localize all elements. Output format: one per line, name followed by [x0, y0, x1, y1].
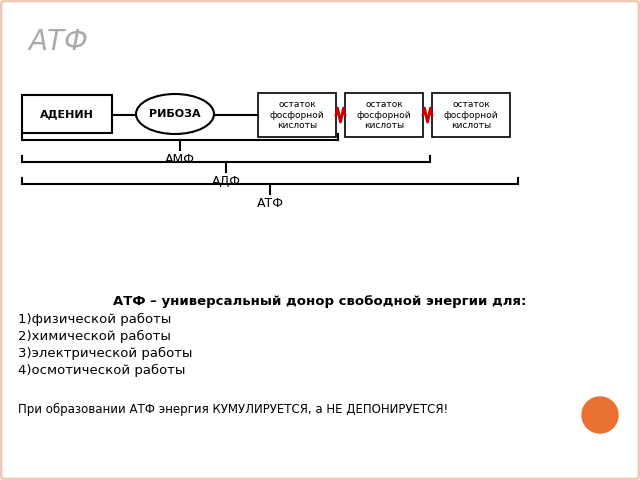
- Text: 3)электрической работы: 3)электрической работы: [18, 347, 193, 360]
- Text: 1)физической работы: 1)физической работы: [18, 313, 172, 326]
- Circle shape: [582, 397, 618, 433]
- Text: При образовании АТФ энергия КУМУЛИРУЕТСЯ, а НЕ ДЕПОНИРУЕТСЯ!: При образовании АТФ энергия КУМУЛИРУЕТСЯ…: [18, 403, 448, 416]
- Text: АТФ – универсальный донор свободной энергии для:: АТФ – универсальный донор свободной энер…: [113, 295, 527, 308]
- Text: 4)осмотической работы: 4)осмотической работы: [18, 364, 186, 377]
- FancyBboxPatch shape: [258, 93, 336, 137]
- FancyBboxPatch shape: [345, 93, 423, 137]
- FancyBboxPatch shape: [22, 95, 112, 133]
- Text: остаток
фосфорной
кислоты: остаток фосфорной кислоты: [269, 100, 324, 130]
- Ellipse shape: [136, 94, 214, 134]
- Text: АТФ: АТФ: [28, 28, 88, 56]
- FancyBboxPatch shape: [432, 93, 510, 137]
- Text: остаток
фосфорной
кислоты: остаток фосфорной кислоты: [356, 100, 412, 130]
- Text: 2)химической работы: 2)химической работы: [18, 330, 171, 343]
- Text: остаток
фосфорной
кислоты: остаток фосфорной кислоты: [444, 100, 499, 130]
- Text: АМФ: АМФ: [165, 153, 195, 166]
- Text: АДФ: АДФ: [211, 175, 241, 188]
- Text: АДЕНИН: АДЕНИН: [40, 109, 94, 119]
- Text: АТФ: АТФ: [257, 197, 284, 210]
- Text: РИБОЗА: РИБОЗА: [149, 109, 201, 119]
